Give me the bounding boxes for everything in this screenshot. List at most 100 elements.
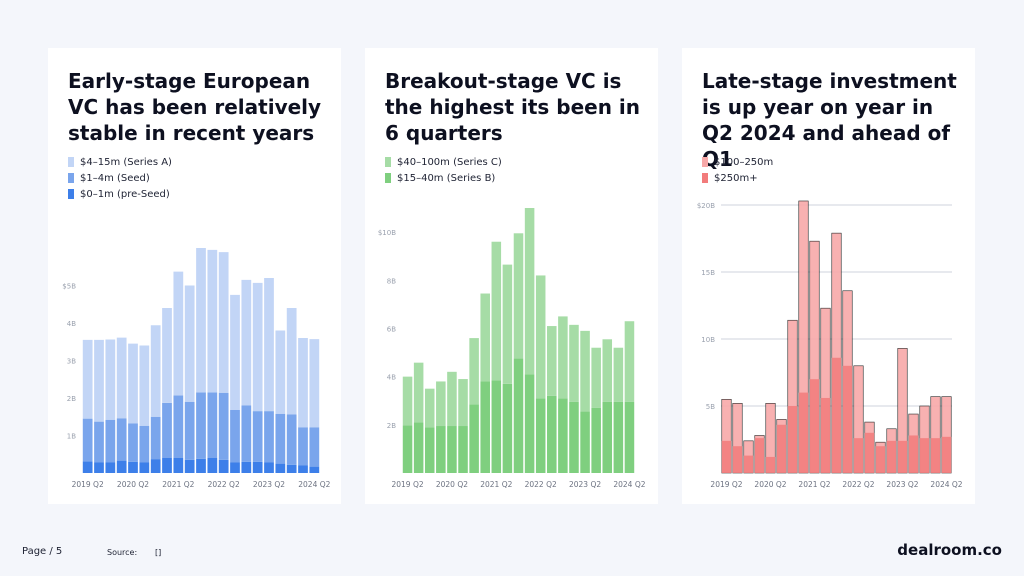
bar-segment bbox=[547, 395, 557, 473]
bar-segment bbox=[196, 392, 206, 459]
bar bbox=[765, 456, 776, 473]
bar-segment bbox=[218, 392, 229, 460]
bar-segment bbox=[424, 388, 435, 428]
bar-segment bbox=[286, 414, 297, 465]
bar-segment bbox=[162, 458, 172, 473]
chart-title: Early-stage European VC has been relativ… bbox=[68, 69, 322, 145]
legend-label: $1–4m (Seed) bbox=[80, 172, 150, 184]
x-tick-label: 2019 Q2 bbox=[710, 480, 742, 489]
bar-segment bbox=[230, 462, 240, 473]
bar-segment bbox=[413, 422, 424, 473]
y-tick-label: 6B bbox=[387, 325, 396, 333]
x-tick-label: 2024 Q2 bbox=[298, 480, 330, 489]
bar bbox=[743, 455, 754, 473]
bar-segment bbox=[298, 427, 308, 466]
bar-segment bbox=[230, 294, 240, 410]
legend-item: $250m+ bbox=[702, 171, 773, 185]
bar-segment bbox=[491, 241, 502, 381]
legend-item: $100–250m bbox=[702, 155, 773, 169]
y-tick-label: 2B bbox=[67, 395, 76, 403]
bar-segment bbox=[275, 463, 286, 473]
bar-segment bbox=[218, 459, 229, 473]
legend-swatch bbox=[702, 157, 708, 167]
bar-segment bbox=[624, 321, 635, 402]
legend-swatch bbox=[68, 189, 74, 199]
bar-segment bbox=[309, 339, 320, 428]
legend-item: $1–4m (Seed) bbox=[68, 171, 172, 185]
source-value: [] bbox=[155, 548, 162, 557]
late-stage-card: Late-stage investment is up year on year… bbox=[682, 48, 975, 504]
bar-segment bbox=[580, 411, 590, 473]
bar bbox=[721, 440, 732, 473]
bar-segment bbox=[230, 410, 240, 463]
bar-segment bbox=[105, 419, 116, 463]
bar bbox=[754, 438, 765, 473]
bar-segment bbox=[150, 416, 161, 460]
bar-segment bbox=[447, 426, 457, 473]
bar-segment bbox=[150, 325, 161, 417]
bar-segment bbox=[94, 339, 104, 422]
y-tick-label: $20B bbox=[697, 202, 715, 210]
bar-segment bbox=[218, 252, 229, 393]
bar bbox=[908, 435, 919, 473]
bar-segment bbox=[602, 401, 613, 473]
x-tick-label: 2020 Q2 bbox=[754, 480, 786, 489]
bar-segment bbox=[469, 404, 479, 473]
bar bbox=[776, 424, 787, 473]
bar-segment bbox=[309, 427, 320, 467]
bar bbox=[864, 432, 875, 473]
bar-segment bbox=[458, 426, 468, 473]
bar-segment bbox=[184, 459, 195, 473]
bar bbox=[820, 397, 831, 473]
bar-segment bbox=[105, 462, 116, 473]
y-tick-label: 4B bbox=[387, 374, 396, 382]
bar-segment bbox=[173, 271, 184, 396]
legend-label: $250m+ bbox=[714, 172, 758, 184]
bar bbox=[886, 440, 897, 473]
bar-segment bbox=[252, 282, 263, 412]
bar-segment bbox=[173, 458, 184, 473]
bar-segment bbox=[436, 426, 446, 473]
legend-item: $0–1m (pre-Seed) bbox=[68, 187, 172, 201]
bar bbox=[930, 438, 941, 473]
x-tick-label: 2019 Q2 bbox=[72, 480, 104, 489]
bar-segment bbox=[241, 461, 252, 473]
legend-label: $15–40m (Series B) bbox=[397, 172, 496, 184]
late-stage-chart: 5B 10B 15B $20B 2019 Q2 2020 Q2 2021 Q2 2022 Q2… bbox=[697, 200, 963, 489]
bar-segment bbox=[458, 379, 468, 427]
legend-label: $4–15m (Series A) bbox=[80, 156, 172, 168]
bar-segment bbox=[569, 324, 579, 402]
page-number: Page / 5 bbox=[22, 546, 63, 557]
legend-swatch bbox=[385, 157, 391, 167]
bar-segment bbox=[547, 326, 557, 396]
x-tick-label: 2024 Q2 bbox=[930, 480, 962, 489]
chart-title: Breakout-stage VC is the highest its bee… bbox=[385, 69, 640, 145]
bar-segment bbox=[264, 278, 274, 412]
bar-segment bbox=[184, 401, 195, 460]
bar-segment bbox=[286, 308, 297, 415]
bar bbox=[875, 446, 886, 473]
bar-segment bbox=[613, 347, 624, 402]
bar-segment bbox=[82, 418, 93, 462]
bar-segment bbox=[591, 407, 601, 473]
bar-segment bbox=[402, 425, 413, 473]
legend-item: $15–40m (Series B) bbox=[385, 171, 502, 185]
bar-segment bbox=[413, 362, 424, 423]
bar-segment bbox=[264, 411, 274, 463]
y-tick-label: $10B bbox=[378, 229, 396, 237]
bar-segment bbox=[139, 462, 150, 473]
bar bbox=[831, 357, 842, 473]
legend-swatch bbox=[385, 173, 391, 183]
bar-segment bbox=[162, 308, 172, 403]
y-tick-label: 4B bbox=[67, 320, 76, 328]
bar-segment bbox=[491, 380, 502, 473]
bar-segment bbox=[82, 461, 93, 473]
legend-item: $4–15m (Series A) bbox=[68, 155, 172, 169]
x-tick-label: 2021 Q2 bbox=[480, 480, 512, 489]
legend: $4–15m (Series A) $1–4m (Seed) $0–1m (pr… bbox=[68, 155, 172, 203]
legend-label: $40–100m (Series C) bbox=[397, 156, 502, 168]
bar-segment bbox=[591, 347, 601, 408]
bar bbox=[842, 365, 853, 473]
legend-swatch bbox=[68, 157, 74, 167]
brand-logo: dealroom.co bbox=[897, 541, 1002, 559]
